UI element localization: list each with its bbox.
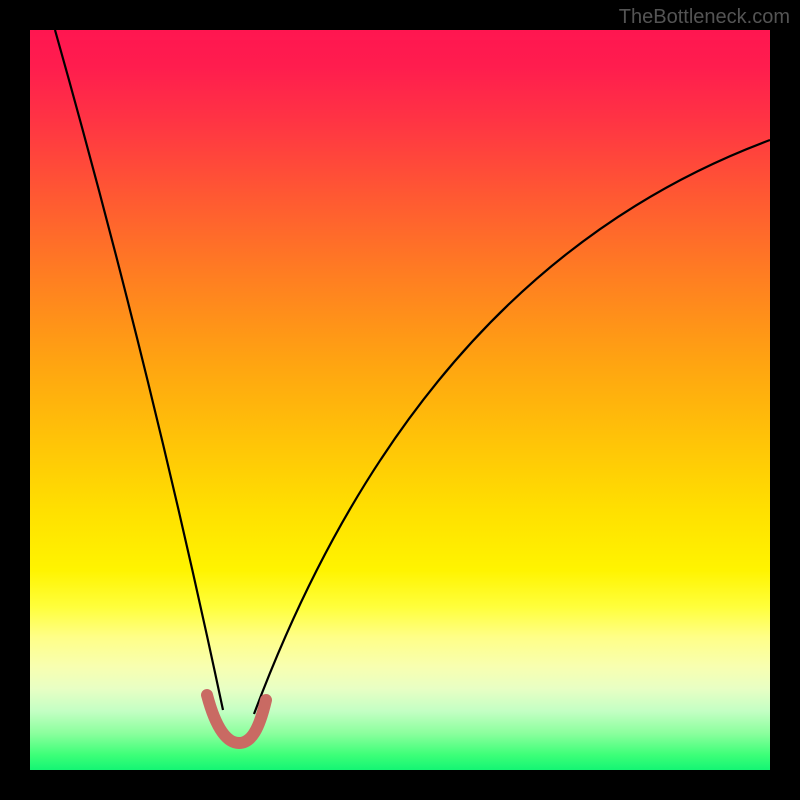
watermark-text: TheBottleneck.com: [619, 6, 790, 29]
v-curve: [30, 30, 770, 770]
curve-left-branch: [55, 30, 223, 710]
plot-area: [30, 30, 770, 770]
curve-right-branch: [254, 140, 770, 714]
curve-bottom-u: [207, 695, 266, 743]
